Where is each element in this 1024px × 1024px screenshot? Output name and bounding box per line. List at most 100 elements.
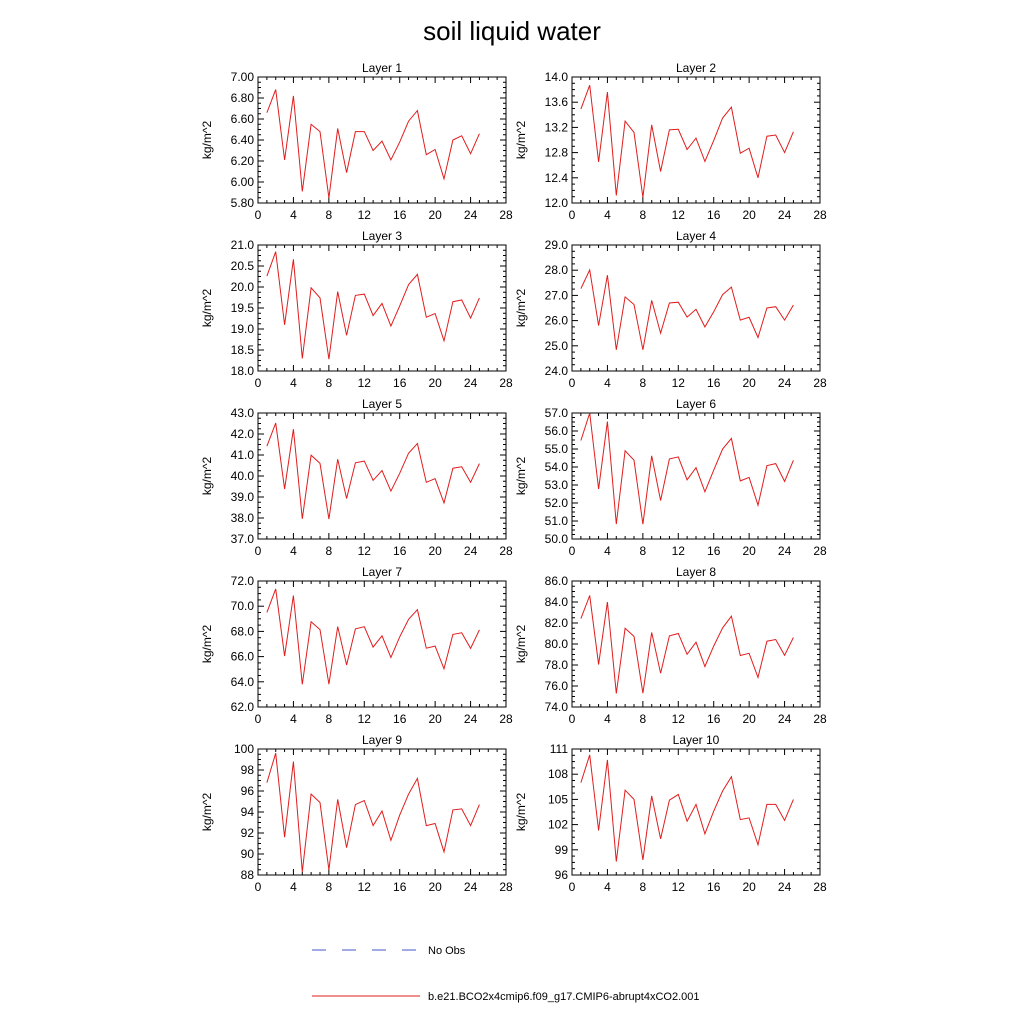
x-tick-label: 12 <box>358 208 372 222</box>
x-tick-label: 4 <box>290 880 297 894</box>
panel-title: Layer 5 <box>362 397 402 411</box>
panel-layer-3: Layer 3 kg/m^2 0 4 8 12 16 20 24 28 18.0 18.5 19.0 19… <box>200 229 513 390</box>
y-tick-label: 84.0 <box>545 595 569 609</box>
panel-layer-7: Layer 7 kg/m^2 0 4 8 12 16 20 24 28 62.0 64.0 66.0 68… <box>200 565 513 726</box>
panel-title: Layer 7 <box>362 565 402 579</box>
y-tick-label: 98 <box>241 763 255 777</box>
x-tick-label: 12 <box>672 712 686 726</box>
y-tick-label: 6.40 <box>231 133 255 147</box>
x-tick-label: 24 <box>464 208 478 222</box>
y-tick-label: 5.80 <box>231 196 255 210</box>
x-tick-label: 16 <box>393 880 407 894</box>
x-tick-label: 20 <box>428 376 442 390</box>
x-tick-label: 4 <box>290 208 297 222</box>
x-tick-label: 0 <box>255 880 262 894</box>
y-axis-label: kg/m^2 <box>514 121 528 160</box>
plot-frame <box>257 580 507 708</box>
y-tick-label: 43.0 <box>231 406 255 420</box>
series-line <box>266 251 480 360</box>
x-tick-label: 24 <box>464 880 478 894</box>
x-tick-label: 16 <box>393 544 407 558</box>
panel-title: Layer 4 <box>676 229 716 243</box>
plot-frame <box>257 412 507 540</box>
y-tick-label: 68.0 <box>231 624 255 638</box>
x-tick-label: 16 <box>393 712 407 726</box>
y-tick-label: 57.0 <box>545 406 569 420</box>
panel-title: Layer 9 <box>362 733 402 747</box>
x-tick-label: 20 <box>742 544 756 558</box>
y-tick-label: 14.0 <box>545 70 569 84</box>
y-tick-label: 76.0 <box>545 679 569 693</box>
y-tick-label: 37.0 <box>231 532 255 546</box>
series-line <box>266 89 480 198</box>
y-tick-label: 108 <box>548 767 568 781</box>
y-tick-label: 62.0 <box>231 700 255 714</box>
x-tick-label: 20 <box>742 208 756 222</box>
panel-layer-5: Layer 5 kg/m^2 0 4 8 12 16 20 24 28 37.0 38.0 39.0 40… <box>200 397 513 558</box>
x-tick-label: 24 <box>778 544 792 558</box>
x-tick-label: 24 <box>778 712 792 726</box>
plot-frame <box>571 412 821 540</box>
x-tick-label: 24 <box>464 712 478 726</box>
panel-title: Layer 1 <box>362 61 402 75</box>
y-tick-label: 24.0 <box>545 364 569 378</box>
panel-layer-9: Layer 9 kg/m^2 0 4 8 12 16 20 24 28 88 90 92 94 96 98 10… <box>200 733 513 894</box>
x-tick-label: 16 <box>707 712 721 726</box>
panel-title: Layer 8 <box>676 565 716 579</box>
y-tick-label: 50.0 <box>545 532 569 546</box>
x-tick-label: 4 <box>604 880 611 894</box>
x-tick-label: 8 <box>326 544 333 558</box>
x-tick-label: 12 <box>672 880 686 894</box>
y-tick-label: 82.0 <box>545 616 569 630</box>
panel-layer-2: Layer 2 kg/m^2 0 4 8 12 16 20 24 28 12.0 12.4 12.8 13… <box>514 61 827 222</box>
x-tick-label: 28 <box>813 712 827 726</box>
y-tick-label: 54.0 <box>545 460 569 474</box>
y-tick-label: 105 <box>548 792 568 806</box>
x-tick-label: 0 <box>569 208 576 222</box>
plot-frame <box>571 244 821 372</box>
y-tick-label: 21.0 <box>231 238 255 252</box>
x-tick-label: 8 <box>640 376 647 390</box>
x-tick-label: 28 <box>813 376 827 390</box>
plot-frame <box>571 748 821 876</box>
x-tick-label: 24 <box>778 880 792 894</box>
plot-frame <box>257 76 507 204</box>
x-tick-label: 24 <box>778 376 792 390</box>
y-tick-label: 12.0 <box>545 196 569 210</box>
x-tick-label: 16 <box>393 376 407 390</box>
x-tick-label: 28 <box>813 880 827 894</box>
x-tick-label: 24 <box>778 208 792 222</box>
y-tick-label: 19.0 <box>231 322 255 336</box>
y-tick-label: 39.0 <box>231 490 255 504</box>
y-tick-label: 13.6 <box>545 95 569 109</box>
x-tick-label: 24 <box>464 376 478 390</box>
x-tick-label: 16 <box>707 376 721 390</box>
y-tick-label: 102 <box>548 818 568 832</box>
x-tick-label: 20 <box>742 712 756 726</box>
y-tick-label: 41.0 <box>231 448 255 462</box>
x-tick-label: 0 <box>569 376 576 390</box>
series-line <box>580 268 794 350</box>
plot-frame <box>571 76 821 204</box>
x-tick-label: 0 <box>569 544 576 558</box>
y-tick-label: 29.0 <box>545 238 569 252</box>
figure-title: soil liquid water <box>423 16 601 46</box>
x-tick-label: 16 <box>707 208 721 222</box>
x-tick-label: 12 <box>358 376 372 390</box>
x-tick-label: 0 <box>569 712 576 726</box>
x-tick-label: 8 <box>326 712 333 726</box>
x-tick-label: 28 <box>499 544 513 558</box>
x-tick-label: 8 <box>640 880 647 894</box>
y-axis-label: kg/m^2 <box>200 289 214 328</box>
plot-frame <box>257 244 507 372</box>
x-tick-label: 20 <box>742 376 756 390</box>
y-tick-label: 40.0 <box>231 469 255 483</box>
y-tick-label: 66.0 <box>231 650 255 664</box>
panel-layer-6: Layer 6 kg/m^2 0 4 8 12 16 20 24 28 50.0 51.0 52.0 53… <box>514 397 827 558</box>
x-tick-label: 12 <box>358 544 372 558</box>
y-tick-label: 88 <box>241 868 255 882</box>
y-tick-label: 70.0 <box>231 599 255 613</box>
x-tick-label: 12 <box>672 208 686 222</box>
y-tick-label: 94 <box>241 805 255 819</box>
